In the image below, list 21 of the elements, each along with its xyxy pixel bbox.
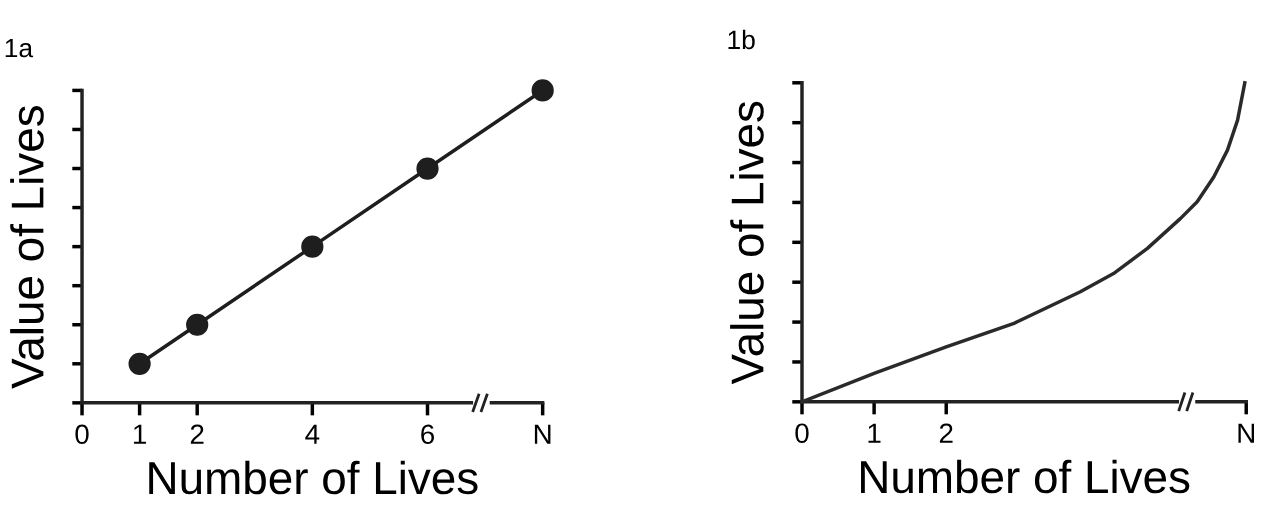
x-tick-label: 6: [421, 424, 435, 445]
x-tick-label: 1: [868, 423, 881, 443]
x-tick-label: 0: [75, 424, 89, 445]
y-axis-title: Value of Lives: [730, 101, 764, 385]
point: [301, 235, 324, 258]
x-tick-label: 1: [134, 424, 146, 444]
y-axis-title: Value of Lives: [10, 106, 44, 389]
point: [416, 157, 439, 180]
chart-title: 1a: [5, 38, 34, 58]
x-tick-label: 2: [190, 424, 204, 444]
x-tick-label: 2: [939, 423, 953, 443]
x-axis-title: Number of Lives: [149, 460, 478, 495]
x-tick-label: N: [1238, 423, 1254, 443]
x-tick-label: N: [534, 424, 551, 444]
point: [531, 79, 554, 102]
x-tick-label: 4: [305, 424, 320, 444]
x-tick-label: 0: [795, 423, 809, 444]
chart-title: 1b: [728, 29, 755, 50]
point: [128, 352, 151, 375]
point: [186, 313, 209, 336]
x-axis-title: Number of Lives: [861, 459, 1190, 494]
